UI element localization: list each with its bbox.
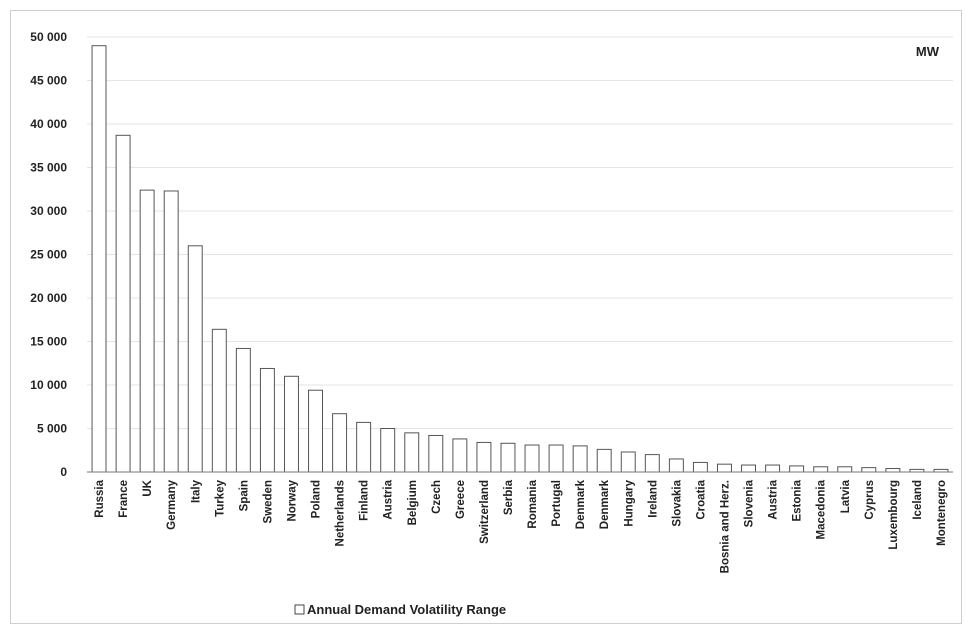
- x-tick-label: Ireland: [647, 480, 659, 518]
- bar-16: [476, 441, 492, 473]
- bar-18: [524, 444, 540, 473]
- y-tick-label: 30 000: [30, 204, 67, 218]
- bar-3: [163, 190, 179, 473]
- legend: Annual Demand Volatility Range: [294, 602, 506, 617]
- x-tick-label: Finland: [359, 480, 371, 521]
- y-tick-label: 15 000: [30, 335, 67, 349]
- y-tick-label: 25 000: [30, 248, 67, 262]
- x-tick-label: Spain: [238, 480, 250, 511]
- x-tick-label: Austria: [383, 479, 395, 519]
- y-tick-label: 10 000: [30, 378, 67, 392]
- bar-4: [187, 245, 203, 473]
- bar-1: [115, 134, 131, 473]
- unit-label: MW: [916, 44, 940, 59]
- bar-25: [692, 461, 708, 473]
- x-tick-label: Estonia: [792, 479, 804, 521]
- bar-22: [620, 451, 636, 473]
- x-tick-label: Greece: [455, 480, 467, 519]
- bar-33: [885, 468, 901, 473]
- x-tick-label: Slovenia: [744, 479, 756, 527]
- y-tick-label: 40 000: [30, 117, 67, 131]
- bar-29: [789, 465, 805, 473]
- bar-26: [717, 463, 732, 473]
- x-tick-label: Russia: [94, 479, 106, 517]
- bar-14: [428, 434, 444, 473]
- x-tick-label: Sweden: [262, 480, 274, 523]
- x-tick-label: Denmark: [575, 479, 587, 529]
- x-tick-label: Denmark: [599, 479, 611, 529]
- y-tick-label: 5 000: [37, 422, 67, 436]
- x-tick-label: Latvia: [840, 479, 852, 513]
- bar-10: [332, 413, 348, 473]
- bar-24: [668, 458, 684, 473]
- y-tick-label: 50 000: [30, 30, 67, 44]
- bar-chart: 0 5 000 10 000 15 000 20 000 25 000 30 000 35 0…: [30, 30, 953, 617]
- bar-31: [837, 466, 853, 473]
- bar-27: [741, 464, 756, 473]
- x-tick-label: Czech: [431, 480, 443, 514]
- x-tick-label: Croatia: [695, 479, 707, 519]
- x-tick-label: Bosnia and Herz.: [719, 480, 731, 573]
- x-tick-label: Poland: [311, 480, 323, 518]
- legend-label: Annual Demand Volatility Range: [307, 602, 506, 617]
- x-tick-label: Belgium: [407, 480, 419, 525]
- y-axis-ticks: 0 5 000 10 000 15 000 20 000 25 000 30 000 35 0…: [30, 30, 67, 479]
- bar-13: [404, 432, 420, 473]
- bar-12: [380, 428, 396, 473]
- bar-23: [644, 454, 660, 473]
- x-tick-label: UK: [142, 479, 154, 496]
- x-tick-label: Luxembourg: [888, 480, 900, 550]
- x-tick-label: Norway: [286, 479, 298, 521]
- bar-8: [284, 375, 299, 473]
- bar-21: [596, 448, 612, 473]
- bar-32: [861, 467, 877, 473]
- x-tick-label: Romania: [527, 479, 539, 528]
- x-tick-label: Hungary: [623, 479, 635, 526]
- y-tick-label: 45 000: [30, 74, 67, 88]
- bar-28: [765, 464, 781, 473]
- x-tick-label: Austria: [768, 479, 780, 519]
- x-tick-label: France: [118, 480, 130, 518]
- x-tick-label: Netherlands: [335, 480, 347, 546]
- y-tick-label: 20 000: [30, 291, 67, 305]
- bar-11: [356, 421, 372, 473]
- bar-30: [813, 466, 829, 473]
- x-tick-label: Italy: [190, 479, 202, 503]
- bar-20: [572, 445, 588, 473]
- chart-frame: 0 5 000 10 000 15 000 20 000 25 000 30 000 35 0…: [10, 10, 962, 624]
- y-tick-label: 0: [60, 465, 67, 479]
- y-tick-label: 35 000: [30, 161, 67, 175]
- x-tick-label: Montenegro: [936, 480, 948, 546]
- bar-7: [259, 367, 275, 473]
- x-tick-label: Slovakia: [671, 479, 683, 526]
- bar-6: [235, 347, 251, 473]
- x-tick-label: Switzerland: [479, 480, 491, 544]
- bar-9: [308, 389, 323, 473]
- x-axis-labels: Russia France UK Germany Italy Turkey Spain Swe…: [94, 479, 948, 573]
- bar-5: [211, 328, 227, 473]
- bar-17: [500, 442, 516, 473]
- x-tick-label: Turkey: [214, 479, 226, 516]
- bar-19: [548, 444, 564, 473]
- bars: [91, 45, 949, 473]
- x-tick-label: Macedonia: [816, 479, 828, 539]
- bar-0: [91, 45, 107, 473]
- bar-15: [452, 438, 468, 473]
- x-tick-label: Serbia: [503, 479, 515, 515]
- x-tick-label: Cyprus: [864, 480, 876, 520]
- gridlines: [87, 36, 953, 429]
- x-tick-label: Portugal: [551, 480, 563, 527]
- x-tick-label: Iceland: [912, 480, 924, 520]
- bar-2: [139, 189, 155, 473]
- legend-swatch: [294, 604, 305, 615]
- x-tick-label: Germany: [166, 479, 178, 529]
